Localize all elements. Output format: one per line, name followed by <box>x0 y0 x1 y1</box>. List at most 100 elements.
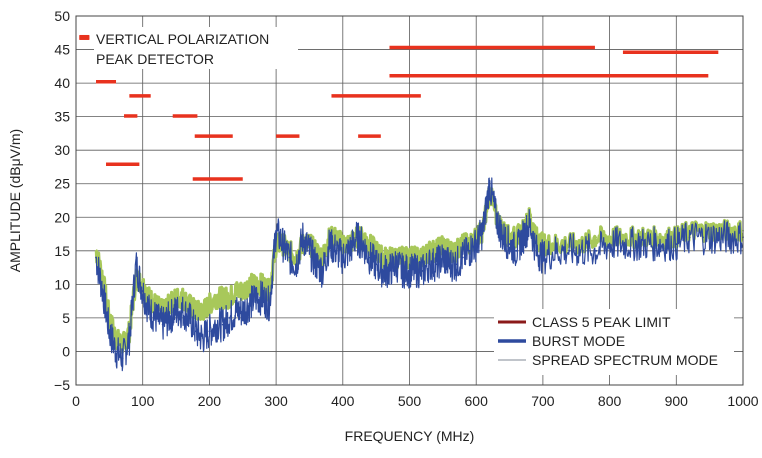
burst-mode-trace-point <box>348 249 351 252</box>
y-tick-label: 25 <box>54 176 70 192</box>
burst-mode-trace-point <box>295 263 298 266</box>
burst-mode-trace-point <box>155 317 157 319</box>
y-tick-label: 35 <box>54 109 70 125</box>
burst-mode-trace-point <box>501 236 504 239</box>
x-tick-label: 700 <box>531 393 555 409</box>
burst-mode-trace-point <box>208 330 211 333</box>
burst-mode-trace-point <box>355 236 358 239</box>
burst-mode-trace-point <box>481 229 484 232</box>
burst-mode-trace-point <box>528 223 531 225</box>
plot-frame <box>75 15 744 386</box>
burst-mode-trace-point <box>108 330 111 333</box>
burst-mode-trace-point <box>315 263 318 266</box>
burst-mode-trace-point <box>388 270 391 272</box>
burst-mode-trace-point <box>468 249 471 252</box>
burst-mode-trace-point <box>728 236 731 239</box>
y-axis-title: AMPLITUDE (dBμV/m) <box>7 129 23 272</box>
burst-mode-trace-point <box>648 243 651 246</box>
burst-mode-trace-point <box>275 229 277 232</box>
burst-mode-trace-point <box>495 216 498 219</box>
burst-mode-trace-point <box>235 310 237 313</box>
spread-spectrum-trace-point <box>195 310 197 313</box>
burst-mode-trace-point <box>401 270 404 272</box>
burst-mode-trace-point <box>455 263 458 266</box>
spread-spectrum-trace-point <box>468 243 471 246</box>
burst-mode-trace-point <box>281 243 284 246</box>
burst-mode-trace-point <box>95 256 97 259</box>
burst-mode-trace-point <box>288 256 291 259</box>
x-tick-label: 600 <box>465 393 489 409</box>
burst-mode-trace-point <box>568 249 571 252</box>
burst-mode-trace-point <box>702 236 704 239</box>
spread-spectrum-trace-point <box>201 310 204 313</box>
x-tick-label: 400 <box>331 393 355 409</box>
x-tick-label: 500 <box>398 393 422 409</box>
burst-mode-trace-point <box>381 270 384 272</box>
burst-mode-trace-point <box>415 270 418 272</box>
spread-spectrum-trace-point <box>235 290 237 292</box>
burst-mode-trace-point <box>255 296 257 299</box>
burst-mode-trace-point <box>168 317 171 319</box>
burst-mode-trace-point <box>135 263 137 266</box>
spread-spectrum-trace-point <box>675 236 678 239</box>
spread-spectrum-trace-point <box>175 296 177 299</box>
legend-background <box>494 309 734 375</box>
burst-mode-trace-point <box>408 270 411 272</box>
spread-spectrum-trace-point <box>95 249 97 252</box>
annotation-line-1: VERTICAL POLARIZATION <box>96 31 269 47</box>
legend-label-burst-mode: BURST MODE <box>532 333 625 349</box>
burst-mode-trace-point <box>675 243 678 246</box>
spread-spectrum-trace-point <box>608 236 611 239</box>
spread-spectrum-trace-point <box>221 296 224 299</box>
spread-spectrum-trace-point <box>595 236 598 239</box>
burst-mode-trace-point <box>375 263 378 266</box>
burst-mode-trace-point <box>515 249 518 252</box>
burst-mode-trace-point <box>221 323 224 326</box>
burst-mode-trace-point <box>215 323 217 326</box>
burst-mode-trace-point <box>622 243 624 246</box>
burst-mode-trace-point <box>361 243 364 246</box>
y-tick-label: 50 <box>54 8 70 24</box>
burst-mode-trace-point <box>248 303 251 306</box>
burst-mode-trace-point <box>301 236 304 239</box>
burst-mode-trace <box>95 177 743 372</box>
spread-spectrum-trace-point <box>115 337 117 339</box>
burst-mode-trace-point <box>441 256 444 259</box>
y-tick-label: 45 <box>54 42 70 58</box>
x-tick-label: 800 <box>598 393 622 409</box>
burst-mode-trace-point <box>688 236 691 239</box>
spread-spectrum-trace-point <box>228 296 231 299</box>
burst-mode-trace-point <box>308 249 311 252</box>
burst-mode-trace-point <box>128 337 131 339</box>
spread-spectrum-trace-point <box>101 276 104 279</box>
spread-spectrum-trace-point <box>455 249 458 252</box>
burst-mode-trace-point <box>428 263 431 266</box>
spread-spectrum-trace-point <box>635 236 638 239</box>
burst-mode-trace-point <box>241 310 244 313</box>
spread-spectrum-trace-point <box>381 256 384 259</box>
burst-mode-trace-point <box>228 317 231 319</box>
x-tick-label: 0 <box>72 393 80 409</box>
burst-mode-trace-point <box>521 236 524 239</box>
y-tick-label: 20 <box>54 209 70 225</box>
burst-mode-trace-point <box>261 296 264 299</box>
y-tick-label: 15 <box>54 243 70 259</box>
x-axis-title: FREQUENCY (MHz) <box>345 428 475 444</box>
burst-mode-trace-point <box>395 263 398 266</box>
x-tick-label: 200 <box>198 393 222 409</box>
burst-mode-trace-point <box>268 303 271 306</box>
burst-mode-trace-point <box>535 249 538 252</box>
y-tick-label: −5 <box>54 377 70 393</box>
spread-spectrum-trace-point <box>315 249 318 252</box>
spread-spectrum-trace-point <box>368 243 371 246</box>
burst-mode-trace-point <box>175 310 177 313</box>
burst-mode-trace-point <box>101 290 104 292</box>
burst-mode-trace-point <box>555 249 558 252</box>
legend-label-class5-peak-limit: CLASS 5 PEAK LIMIT <box>532 314 671 330</box>
spread-spectrum-trace-point <box>268 290 271 292</box>
burst-mode-trace-point <box>328 243 331 246</box>
spread-spectrum-trace-point <box>515 236 518 239</box>
burst-mode-series <box>95 177 744 372</box>
